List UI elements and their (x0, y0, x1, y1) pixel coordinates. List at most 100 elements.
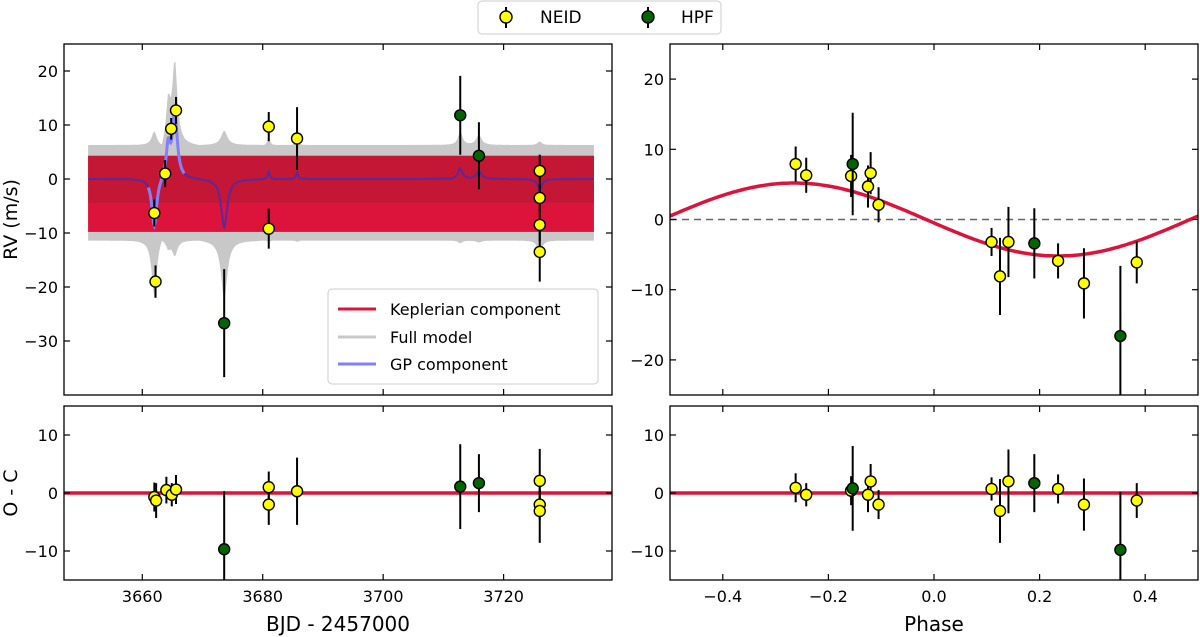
hpf-point (454, 480, 467, 493)
ytick-label: 10 (38, 426, 58, 445)
hpf-point (1028, 476, 1041, 490)
neid-point (164, 122, 178, 135)
neid-series (789, 449, 1143, 543)
neid-point (533, 164, 546, 178)
ytick-label: 10 (38, 116, 58, 135)
neid-point (861, 180, 875, 193)
neid-point (262, 222, 275, 235)
rv-vs-time-panel: −30 −20 −10 0 10 20 RV (m/s) (0, 43, 613, 396)
hpf-series (217, 444, 486, 580)
x-axis-label: Phase (904, 612, 964, 636)
neid-point (1051, 254, 1065, 268)
neid-point (1077, 498, 1091, 511)
neid-point (1051, 482, 1065, 496)
neid-point (262, 481, 275, 494)
hpf-series (846, 112, 1127, 395)
neid-point (800, 488, 813, 501)
neid-point (169, 483, 183, 496)
hpf-point (1114, 543, 1127, 557)
neid-point (533, 504, 546, 518)
hpf-point (454, 109, 467, 122)
neid-point (169, 104, 183, 117)
legend-gp-label: GP component (390, 355, 508, 374)
hpf-point (472, 476, 486, 490)
hpf-series (846, 446, 1127, 580)
ytick-label: −10 (630, 542, 664, 561)
neid-point (800, 169, 813, 182)
plot-area (64, 444, 612, 580)
neid-series (148, 96, 546, 298)
neid-point (844, 169, 858, 183)
y-axis-label: O - C (0, 469, 22, 516)
neid-point (1002, 235, 1015, 249)
neid-point (993, 504, 1007, 518)
hpf-series (217, 75, 486, 378)
legend-neid-label: NEID (540, 8, 582, 28)
neid-point (993, 270, 1007, 283)
ytick-label: 20 (38, 62, 58, 81)
neid-point (533, 245, 546, 259)
ytick-label: −10 (630, 281, 664, 300)
plot-area (670, 446, 1198, 580)
x-axis-label: BJD - 2457000 (266, 612, 410, 636)
ytick-label: −20 (24, 278, 58, 297)
ytick-label: 10 (644, 426, 664, 445)
neid-point (533, 218, 546, 232)
neid-point (985, 482, 998, 496)
xtick-label: −0.4 (703, 587, 742, 606)
ytick-label: 0 (48, 170, 58, 189)
legend-hpf-marker (641, 10, 655, 24)
legend-keplerian-label: Keplerian component (390, 300, 561, 319)
ytick-label: 20 (644, 70, 664, 89)
ytick-label: 0 (654, 484, 664, 503)
model-legend-frame (327, 288, 599, 385)
xtick-label: 0.0 (921, 587, 946, 606)
neid-point (290, 132, 304, 145)
hpf-point (1114, 329, 1127, 343)
legend-hpf-label: HPF (681, 8, 714, 28)
residuals-vs-time-panel: −10 0 10 3660 3680 3700 3720 O - C BJD - 2457000 (0, 405, 613, 636)
model-legend: Keplerian component Full model GP compon… (327, 288, 599, 385)
residuals-vs-phase-panel: −10 0 10 −0.4 −0.2 0.0 0.2 0.4 Phase (630, 405, 1199, 636)
ytick-label: 0 (654, 211, 664, 230)
hpf-point (217, 543, 231, 556)
neid-point (158, 167, 172, 180)
neid-point (149, 275, 162, 288)
plot-area (670, 112, 1198, 395)
hpf-point (846, 157, 859, 171)
neid-point (533, 474, 546, 488)
neid-point (872, 498, 885, 511)
axes-frame (63, 43, 613, 396)
neid-point (789, 481, 802, 494)
hpf-point (846, 482, 859, 495)
neid-series (789, 146, 1143, 319)
ytick-label: −10 (24, 224, 58, 243)
legend-neid-marker (499, 10, 513, 24)
hpf-point (1028, 237, 1041, 250)
neid-point (864, 166, 877, 180)
ytick-label: 10 (644, 140, 664, 159)
rv-vs-phase-panel: −20 −10 0 10 20 (630, 43, 1199, 396)
xtick-label: 0.4 (1132, 587, 1157, 606)
neid-point (1130, 494, 1143, 507)
xtick-label: 3700 (363, 587, 404, 606)
neid-point (533, 191, 546, 205)
legend-frame (477, 0, 722, 35)
hpf-point (217, 316, 231, 330)
xtick-label: 0.2 (1027, 587, 1052, 606)
neid-point (864, 475, 877, 488)
figure-legend: NEID HPF (477, 0, 722, 35)
xtick-label: 3680 (242, 587, 283, 606)
neid-point (1002, 475, 1015, 488)
legend-full-model-label: Full model (390, 328, 472, 347)
neid-point (985, 235, 998, 249)
neid-point (149, 494, 163, 507)
neid-point (262, 120, 275, 133)
ytick-label: −30 (24, 332, 58, 351)
neid-point (872, 198, 885, 211)
neid-point (148, 206, 161, 220)
xtick-label: −0.2 (809, 587, 848, 606)
neid-point (290, 485, 304, 498)
ytick-label: 0 (48, 484, 58, 503)
